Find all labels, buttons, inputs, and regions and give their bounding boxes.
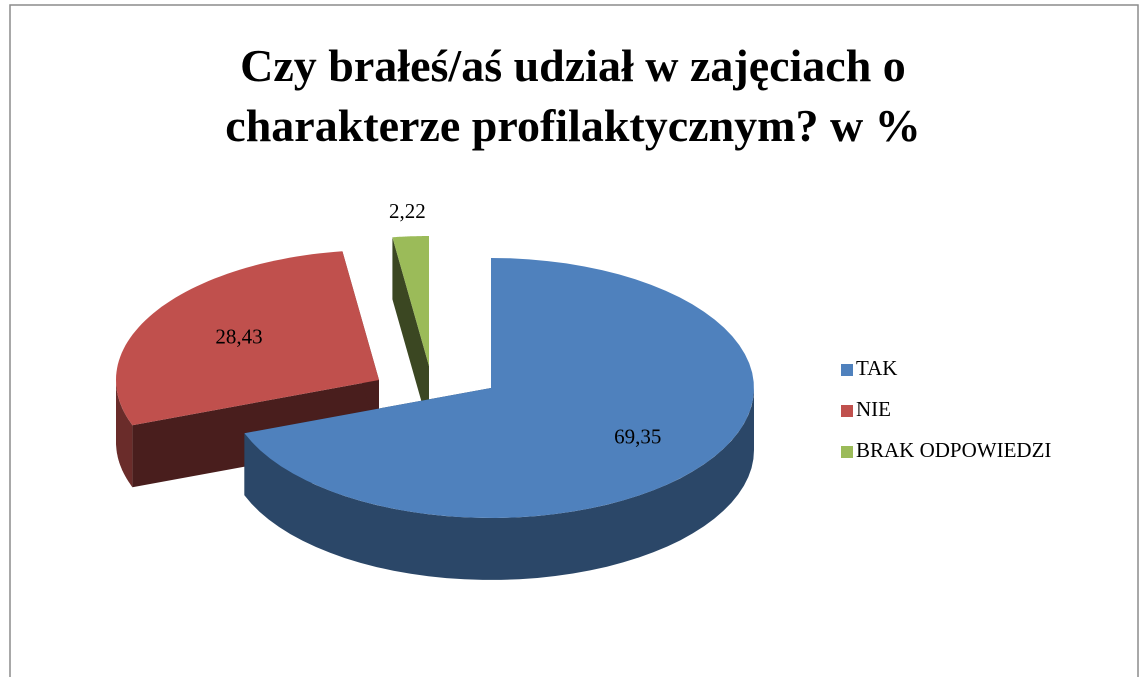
chart-border bbox=[9, 4, 1139, 677]
slice-side bbox=[392, 237, 429, 428]
legend-swatch bbox=[841, 364, 853, 376]
slice-wall bbox=[116, 380, 133, 488]
legend-label: TAK bbox=[856, 356, 897, 380]
data-label: 2,22 bbox=[389, 199, 426, 223]
legend-swatch bbox=[841, 405, 853, 417]
slice bbox=[116, 251, 379, 426]
chart-title: Czy brałeś/aś udział w zajęciach o chara… bbox=[225, 40, 921, 151]
legend-label: NIE bbox=[856, 397, 891, 421]
slice bbox=[244, 258, 754, 518]
data-label: 69,35 bbox=[614, 424, 661, 448]
slice bbox=[392, 236, 429, 366]
slice-wall bbox=[244, 388, 754, 580]
legend-swatch bbox=[841, 446, 853, 458]
legend-label: BRAK ODPOWIEDZI bbox=[856, 438, 1051, 462]
data-label: 28,43 bbox=[215, 325, 262, 349]
